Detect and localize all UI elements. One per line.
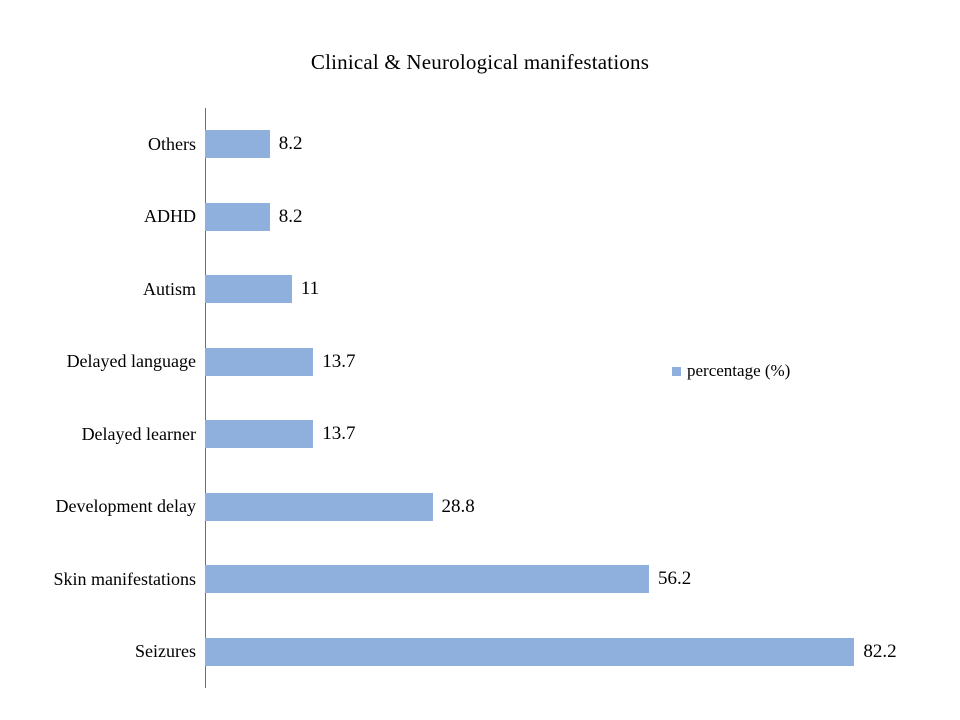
bar-row: Others 8.2	[0, 108, 960, 181]
category-label: Delayed learner	[81, 423, 196, 444]
bar-track: 8.2	[205, 130, 916, 159]
bar-track: 13.7	[205, 347, 916, 376]
bar-track: 13.7	[205, 420, 916, 449]
bar-row: Seizures 82.2	[0, 616, 960, 689]
bar	[205, 565, 649, 594]
bar-row: Delayed learner 13.7	[0, 398, 960, 471]
value-label: 8.2	[278, 133, 303, 155]
bar-track: 28.8	[205, 492, 916, 521]
value-label: 13.7	[322, 423, 356, 445]
bar-row: ADHD 8.2	[0, 181, 960, 254]
plot-area: Others 8.2 ADHD 8.2 Autism 11 Delayed language…	[0, 108, 960, 688]
category-label: Others	[148, 133, 196, 154]
bar-track: 56.2	[205, 565, 916, 594]
category-label: Delayed language	[66, 351, 196, 372]
legend-swatch-icon	[672, 366, 681, 376]
bar-rows: Others 8.2 ADHD 8.2 Autism 11 Delayed language…	[0, 108, 960, 688]
legend: percentage (%)	[672, 361, 790, 381]
bar	[205, 420, 314, 449]
value-label: 82.2	[863, 640, 897, 662]
value-label: 28.8	[441, 495, 475, 517]
chart-title: Clinical & Neurological manifestations	[310, 50, 650, 74]
category-label: Development delay	[55, 496, 196, 517]
category-label: Skin manifestations	[53, 568, 197, 589]
bar-row: Development delay 28.8	[0, 471, 960, 544]
category-label: ADHD	[144, 206, 196, 227]
bar	[205, 130, 270, 159]
bar-row: Skin manifestations 56.2	[0, 543, 960, 616]
bar-track: 11	[205, 275, 916, 304]
bar	[205, 202, 270, 231]
value-label: 56.2	[657, 568, 692, 590]
category-label: Seizures	[135, 641, 196, 662]
value-label: 11	[300, 278, 320, 300]
y-axis-line	[205, 108, 206, 688]
bar-track: 82.2	[205, 637, 916, 666]
bar	[205, 347, 314, 376]
bar	[205, 275, 292, 304]
bar	[205, 637, 855, 666]
bar-track: 8.2	[205, 202, 916, 231]
bar	[205, 492, 433, 521]
legend-label: percentage (%)	[687, 361, 791, 380]
bar-row: Delayed language 13.7	[0, 326, 960, 399]
value-label: 13.7	[322, 350, 356, 372]
value-label: 8.2	[278, 205, 303, 227]
category-label: Autism	[142, 278, 196, 299]
bar-row: Autism 11	[0, 253, 960, 326]
